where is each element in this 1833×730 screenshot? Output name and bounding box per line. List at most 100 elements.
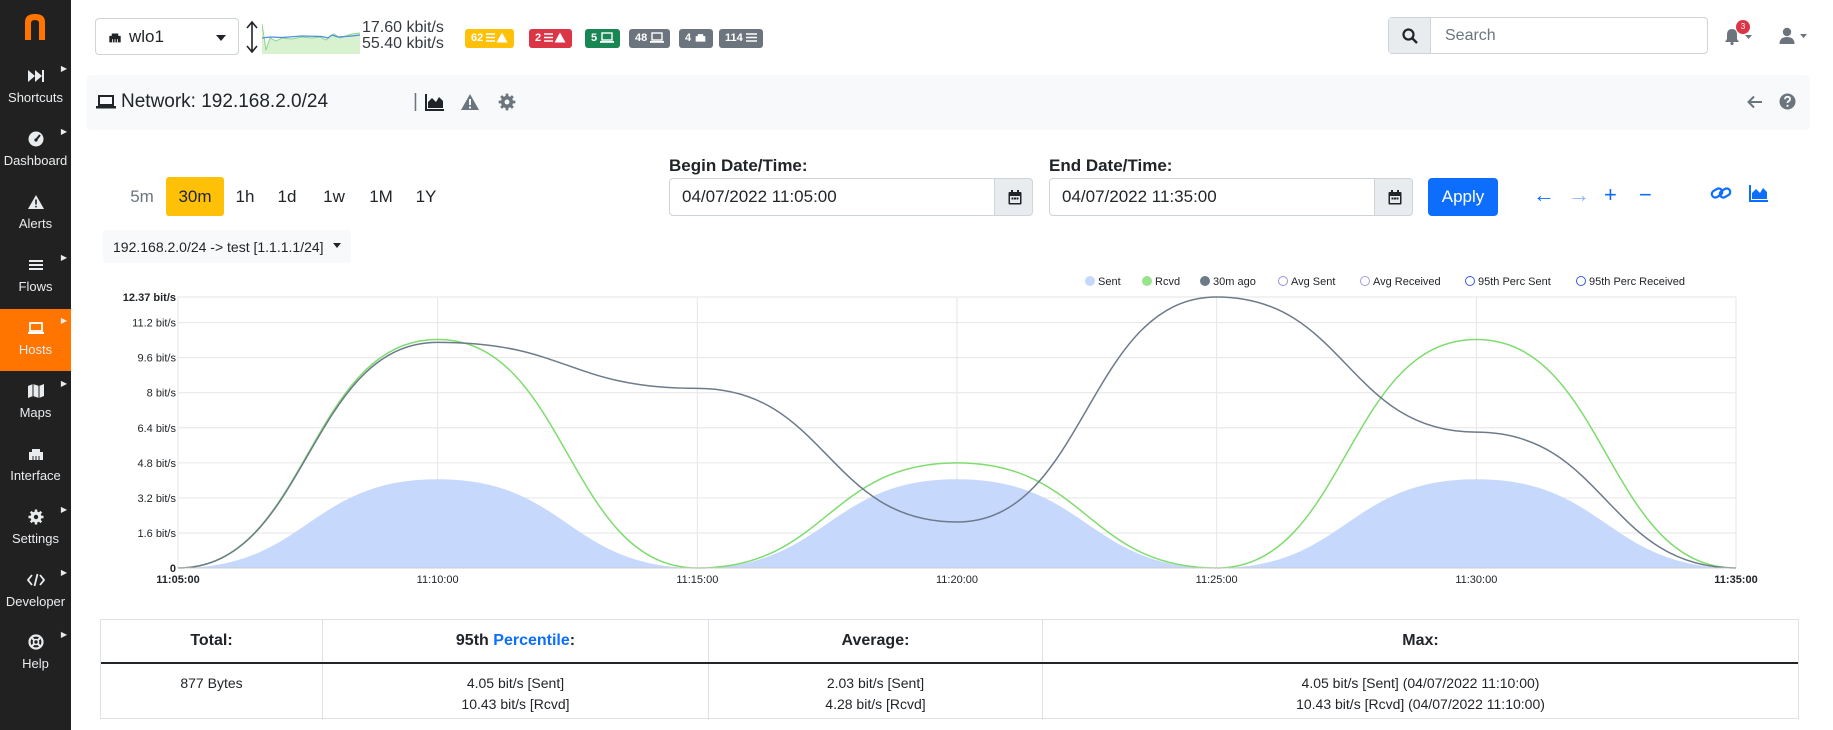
bell-icon[interactable] — [1724, 28, 1754, 45]
warning-icon[interactable] — [460, 93, 480, 111]
ethernet-icon — [695, 34, 706, 42]
sidebar-item-hosts[interactable]: Hosts ▶ — [0, 309, 71, 371]
zoom-in-icon[interactable]: + — [1604, 182, 1617, 207]
x-tick-label: 11:20:00 — [936, 574, 978, 586]
header-average: Average: — [709, 620, 1043, 662]
y-tick-label: 0 — [170, 563, 176, 575]
range-1Y-button[interactable]: 1Y — [415, 187, 437, 206]
sidebar-item-label: Developer — [5, 594, 66, 609]
range-1d-button[interactable]: 1d — [277, 187, 297, 206]
legend-item-rcvd[interactable]: Rcvd — [1142, 276, 1180, 288]
y-tick-label: 6.4 bit/s — [137, 423, 176, 435]
ethernet-icon — [28, 449, 43, 460]
legend-item-sent[interactable]: Sent — [1085, 276, 1121, 288]
flow-filter-select[interactable]: 192.168.2.0/24 -> test [1.1.1.1/24] — [103, 230, 351, 263]
end-calendar-button[interactable] — [1374, 178, 1413, 216]
legend-marker — [1576, 276, 1586, 286]
badge-alerts-error[interactable]: 2 — [529, 29, 573, 48]
percentile-link[interactable]: Percentile — [493, 632, 570, 649]
range-1M-button[interactable]: 1M — [369, 187, 393, 206]
legend-item-95th-sent[interactable]: 95th Perc Sent — [1465, 276, 1551, 288]
badge-count: 2 — [535, 32, 542, 44]
end-date-input[interactable]: 04/07/2022 11:35:00 — [1049, 178, 1375, 216]
area-chart-icon[interactable] — [1749, 184, 1769, 202]
interface-select[interactable]: wlo1 — [95, 18, 239, 55]
sidebar-item-flows[interactable]: Flows ▶ — [0, 246, 71, 308]
series-area-sent — [178, 479, 1736, 568]
legend-item-95th-received[interactable]: 95th Perc Received — [1576, 276, 1685, 288]
sidebar-item-interface[interactable]: Interface — [0, 435, 71, 497]
chevron-right-icon: ▶ — [60, 253, 67, 262]
apply-button[interactable]: Apply — [1428, 178, 1498, 216]
legend-item-30m-ago[interactable]: 30m ago — [1200, 276, 1256, 288]
sidebar-item-shortcuts[interactable]: Shortcuts ▶ — [0, 57, 71, 119]
chevron-down-icon — [216, 35, 226, 41]
flow-filter-value: 192.168.2.0/24 -> test [1.1.1.1/24] — [113, 239, 324, 255]
traffic-chart[interactable]: 0 1.6 bit/s 3.2 bit/s 4.8 bit/s 6.4 bit/s 8 b… — [100, 270, 1760, 590]
map-icon — [27, 384, 44, 398]
range-1h-button[interactable]: 1h — [235, 187, 255, 206]
laptop-icon — [96, 95, 116, 109]
search-input[interactable] — [1443, 26, 1693, 46]
traffic-sparkline — [262, 23, 360, 54]
x-tick-label: 11:30:00 — [1455, 574, 1497, 586]
sidebar-item-dashboard[interactable]: Dashboard ▶ — [0, 120, 71, 182]
search-button[interactable] — [1389, 18, 1431, 53]
badge-hosts[interactable]: 48 — [629, 29, 671, 48]
sidebar-item-label: Dashboard — [3, 153, 68, 168]
begin-calendar-button[interactable] — [994, 178, 1033, 216]
chevron-down-icon — [333, 243, 341, 248]
help-icon[interactable] — [1779, 93, 1796, 110]
laptop-icon — [650, 32, 665, 43]
badge-devices[interactable]: 4 — [679, 29, 714, 48]
sidebar-item-maps[interactable]: Maps ▶ — [0, 372, 71, 434]
code-icon — [26, 573, 45, 587]
y-tick-label: 4.8 bit/s — [137, 458, 176, 470]
legend-marker — [1085, 276, 1095, 286]
sidebar-item-help[interactable]: Help ▶ — [0, 623, 71, 685]
chevron-right-icon: ▶ — [60, 127, 67, 136]
sidebar-item-developer[interactable]: Developer ▶ — [0, 561, 71, 623]
sidebar-item-settings[interactable]: Settings ▶ — [0, 498, 71, 560]
list-warning-icon — [486, 32, 508, 43]
badge-count: 48 — [635, 32, 648, 44]
forward-arrow-icon[interactable]: → — [1568, 182, 1590, 207]
sidebar-item-label: Maps — [19, 405, 52, 420]
legend-item-avg-received[interactable]: Avg Received — [1360, 276, 1441, 288]
badge-local-hosts[interactable]: 5 — [585, 29, 621, 48]
cell-total: 877 Bytes — [101, 664, 323, 720]
sidebar-item-alerts[interactable]: Alerts — [0, 183, 71, 245]
end-date-label: End Date/Time: — [1049, 156, 1173, 175]
badge-alerts-warning[interactable]: 62 — [465, 29, 515, 48]
range-1w-button[interactable]: 1w — [323, 187, 345, 206]
begin-date-input[interactable]: 04/07/2022 11:05:00 — [669, 178, 995, 216]
gear-icon[interactable] — [497, 92, 517, 112]
legend-item-avg-sent[interactable]: Avg Sent — [1278, 276, 1335, 288]
list-icon — [28, 260, 43, 270]
x-tick-label: 11:15:00 — [676, 574, 718, 586]
back-arrow-icon[interactable] — [1747, 95, 1763, 109]
legend-label: 95th Perc Received — [1589, 276, 1685, 288]
y-tick-label: 12.37 bit/s — [123, 292, 176, 304]
calendar-icon — [1008, 190, 1022, 205]
zoom-out-icon[interactable]: − — [1639, 182, 1652, 207]
area-chart-icon[interactable] — [425, 93, 445, 111]
sidebar-item-label: Interface — [10, 468, 61, 483]
list-warning-icon — [544, 32, 566, 43]
download-rate: 55.40 kbit/s — [362, 35, 444, 52]
range-30m-button[interactable]: 30m — [166, 177, 224, 216]
badge-flows[interactable]: 114 — [719, 29, 763, 48]
range-5m-button[interactable]: 5m — [130, 187, 154, 206]
ntopng-logo[interactable] — [22, 12, 48, 42]
title-separator: | — [413, 91, 418, 112]
list-icon — [745, 33, 757, 42]
legend-marker — [1278, 276, 1288, 286]
badge-count: 4 — [685, 32, 692, 44]
back-arrow-icon[interactable]: ← — [1533, 182, 1555, 207]
table-header-rule — [101, 662, 1798, 664]
sidebar-item-label: Help — [22, 656, 49, 671]
link-icon[interactable] — [1710, 183, 1732, 203]
sidebar-item-label: Hosts — [18, 342, 53, 357]
p95-sent: 4.05 bit/s [Sent] — [466, 675, 565, 691]
user-icon[interactable] — [1779, 27, 1809, 45]
